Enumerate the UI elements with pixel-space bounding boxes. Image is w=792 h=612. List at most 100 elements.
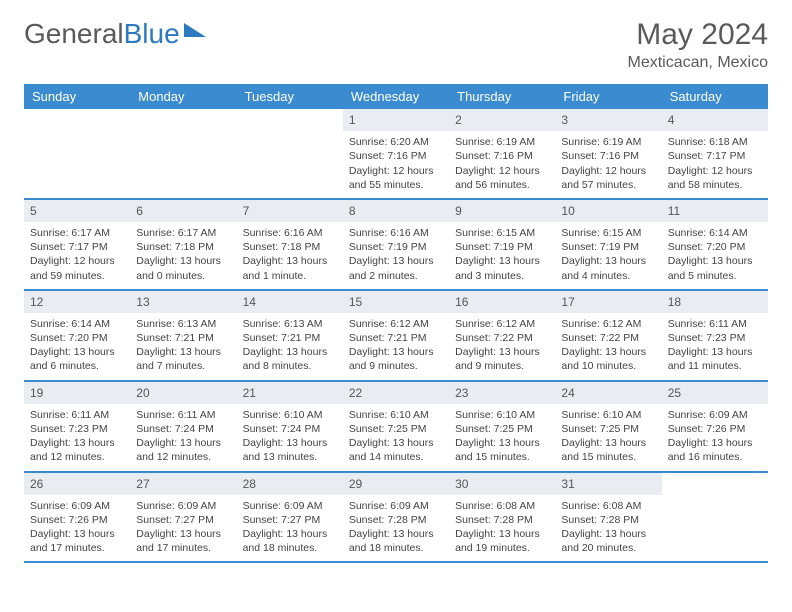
sunrise-text: Sunrise: 6:15 AM (561, 226, 655, 240)
sunset-text: Sunset: 7:19 PM (561, 240, 655, 254)
day-number: 21 (237, 382, 343, 404)
sunrise-text: Sunrise: 6:10 AM (349, 408, 443, 422)
calendar-cell: 17Sunrise: 6:12 AMSunset: 7:22 PMDayligh… (555, 291, 661, 380)
calendar-week: ...1Sunrise: 6:20 AMSunset: 7:16 PMDayli… (24, 109, 768, 200)
day-details: Sunrise: 6:18 AMSunset: 7:17 PMDaylight:… (662, 131, 768, 198)
calendar-cell: 15Sunrise: 6:12 AMSunset: 7:21 PMDayligh… (343, 291, 449, 380)
calendar-cell: 6Sunrise: 6:17 AMSunset: 7:18 PMDaylight… (130, 200, 236, 289)
sunrise-text: Sunrise: 6:12 AM (349, 317, 443, 331)
daylight-text: Daylight: 13 hours and 18 minutes. (243, 527, 337, 555)
calendar-cell: 9Sunrise: 6:15 AMSunset: 7:19 PMDaylight… (449, 200, 555, 289)
calendar-week: 12Sunrise: 6:14 AMSunset: 7:20 PMDayligh… (24, 291, 768, 382)
day-details: Sunrise: 6:14 AMSunset: 7:20 PMDaylight:… (662, 222, 768, 289)
day-number: 19 (24, 382, 130, 404)
sunset-text: Sunset: 7:16 PM (561, 149, 655, 163)
day-number: 8 (343, 200, 449, 222)
sunset-text: Sunset: 7:16 PM (455, 149, 549, 163)
weekday-header: Saturday (662, 84, 768, 109)
day-number: 12 (24, 291, 130, 313)
calendar-cell: 23Sunrise: 6:10 AMSunset: 7:25 PMDayligh… (449, 382, 555, 471)
sunset-text: Sunset: 7:18 PM (243, 240, 337, 254)
day-details: Sunrise: 6:09 AMSunset: 7:27 PMDaylight:… (237, 495, 343, 562)
day-details: Sunrise: 6:17 AMSunset: 7:17 PMDaylight:… (24, 222, 130, 289)
day-number: 20 (130, 382, 236, 404)
calendar-cell: 10Sunrise: 6:15 AMSunset: 7:19 PMDayligh… (555, 200, 661, 289)
sunset-text: Sunset: 7:23 PM (30, 422, 124, 436)
sunset-text: Sunset: 7:21 PM (349, 331, 443, 345)
sunset-text: Sunset: 7:24 PM (136, 422, 230, 436)
calendar-cell: . (130, 109, 236, 198)
calendar-cell: 11Sunrise: 6:14 AMSunset: 7:20 PMDayligh… (662, 200, 768, 289)
day-details: Sunrise: 6:20 AMSunset: 7:16 PMDaylight:… (343, 131, 449, 198)
day-details: Sunrise: 6:19 AMSunset: 7:16 PMDaylight:… (449, 131, 555, 198)
day-number: 24 (555, 382, 661, 404)
sunrise-text: Sunrise: 6:13 AM (243, 317, 337, 331)
sunset-text: Sunset: 7:16 PM (349, 149, 443, 163)
calendar-cell: 7Sunrise: 6:16 AMSunset: 7:18 PMDaylight… (237, 200, 343, 289)
sunrise-text: Sunrise: 6:14 AM (668, 226, 762, 240)
calendar-cell: 21Sunrise: 6:10 AMSunset: 7:24 PMDayligh… (237, 382, 343, 471)
day-number: 16 (449, 291, 555, 313)
day-details: Sunrise: 6:08 AMSunset: 7:28 PMDaylight:… (449, 495, 555, 562)
sunrise-text: Sunrise: 6:18 AM (668, 135, 762, 149)
sunrise-text: Sunrise: 6:09 AM (30, 499, 124, 513)
brand-part1: General (24, 18, 124, 50)
sunrise-text: Sunrise: 6:10 AM (243, 408, 337, 422)
day-details: Sunrise: 6:10 AMSunset: 7:24 PMDaylight:… (237, 404, 343, 471)
weekday-header: Tuesday (237, 84, 343, 109)
day-details: Sunrise: 6:10 AMSunset: 7:25 PMDaylight:… (555, 404, 661, 471)
sunset-text: Sunset: 7:19 PM (455, 240, 549, 254)
sunset-text: Sunset: 7:24 PM (243, 422, 337, 436)
brand-part2: Blue (124, 18, 180, 50)
day-number: 29 (343, 473, 449, 495)
sunrise-text: Sunrise: 6:11 AM (136, 408, 230, 422)
sunrise-text: Sunrise: 6:11 AM (668, 317, 762, 331)
calendar-week: 19 Sunrise: 6:11 AM Sunset: 7:23 PM Dayligh… (24, 382, 768, 473)
sunset-text: Sunset: 7:19 PM (349, 240, 443, 254)
calendar-cell: 2Sunrise: 6:19 AMSunset: 7:16 PMDaylight… (449, 109, 555, 198)
sunrise-text: Sunrise: 6:12 AM (455, 317, 549, 331)
calendar-cell: 3Sunrise: 6:19 AMSunset: 7:16 PMDaylight… (555, 109, 661, 198)
daylight-text: Daylight: 13 hours and 9 minutes. (349, 345, 443, 373)
sunrise-text: Sunrise: 6:19 AM (455, 135, 549, 149)
daylight-text: Daylight: 13 hours and 2 minutes. (349, 254, 443, 282)
day-number: 2 (449, 109, 555, 131)
daylight-text: Daylight: 12 hours and 55 minutes. (349, 164, 443, 192)
daylight-text: Daylight: 13 hours and 16 minutes. (668, 436, 762, 464)
sunset-text: Sunset: 7:20 PM (668, 240, 762, 254)
daylight-text: Daylight: 13 hours and 6 minutes. (30, 345, 124, 373)
sunrise-text: Sunrise: 6:17 AM (136, 226, 230, 240)
sunset-text: Sunset: 7:28 PM (561, 513, 655, 527)
day-number: 4 (662, 109, 768, 131)
calendar-cell: 20Sunrise: 6:11 AMSunset: 7:24 PMDayligh… (130, 382, 236, 471)
sunrise-text: Sunrise: 6:15 AM (455, 226, 549, 240)
daylight-text: Daylight: 13 hours and 8 minutes. (243, 345, 337, 373)
day-details: Sunrise: 6:12 AMSunset: 7:21 PMDaylight:… (343, 313, 449, 380)
daylight-text: Daylight: 12 hours and 57 minutes. (561, 164, 655, 192)
day-details: Sunrise: 6:13 AMSunset: 7:21 PMDaylight:… (130, 313, 236, 380)
daylight-text: Daylight: 13 hours and 11 minutes. (668, 345, 762, 373)
daylight-text: Daylight: 13 hours and 20 minutes. (561, 527, 655, 555)
weekday-header: Thursday (449, 84, 555, 109)
day-number: 6 (130, 200, 236, 222)
brand-logo: GeneralBlue (24, 18, 206, 50)
day-details: Sunrise: 6:12 AMSunset: 7:22 PMDaylight:… (449, 313, 555, 380)
calendar-cell: 12Sunrise: 6:14 AMSunset: 7:20 PMDayligh… (24, 291, 130, 380)
day-details: Sunrise: 6:16 AMSunset: 7:18 PMDaylight:… (237, 222, 343, 289)
calendar-cell: . (24, 109, 130, 198)
calendar-cell: 30Sunrise: 6:08 AMSunset: 7:28 PMDayligh… (449, 473, 555, 562)
daylight-text: Daylight: 13 hours and 4 minutes. (561, 254, 655, 282)
day-details: Sunrise: 6:12 AMSunset: 7:22 PMDaylight:… (555, 313, 661, 380)
day-details: Sunrise: 6:09 AMSunset: 7:26 PMDaylight:… (662, 404, 768, 471)
calendar-cell: 13Sunrise: 6:13 AMSunset: 7:21 PMDayligh… (130, 291, 236, 380)
daylight-text: Daylight: 13 hours and 7 minutes. (136, 345, 230, 373)
day-details: Sunrise: 6:09 AMSunset: 7:27 PMDaylight:… (130, 495, 236, 562)
day-number: 7 (237, 200, 343, 222)
day-details: Sunrise: 6:08 AMSunset: 7:28 PMDaylight:… (555, 495, 661, 562)
day-details: Sunrise: 6:14 AMSunset: 7:20 PMDaylight:… (24, 313, 130, 380)
weekday-header: Sunday (24, 84, 130, 109)
sunset-text: Sunset: 7:27 PM (136, 513, 230, 527)
daylight-text: Daylight: 13 hours and 13 minutes. (243, 436, 337, 464)
day-number: 31 (555, 473, 661, 495)
sunrise-text: Sunrise: 6:09 AM (136, 499, 230, 513)
